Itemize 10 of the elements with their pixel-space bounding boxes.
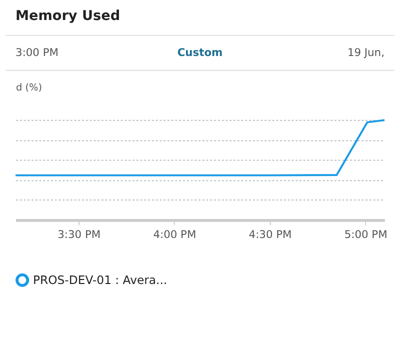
x-tick-label: 5:00 PM bbox=[344, 228, 388, 241]
x-tick-label: 4:00 PM bbox=[153, 228, 196, 241]
x-tick-label: 3:30 PM bbox=[58, 228, 101, 241]
text: 19 Jun, bbox=[347, 46, 384, 59]
y-axis-title: d (%) bbox=[16, 82, 42, 94]
x-tick-label: 4:30 PM bbox=[248, 228, 292, 241]
chart-title: Memory Used bbox=[16, 8, 120, 24]
legend-label: PROS-DEV-01 : Avera... bbox=[33, 272, 168, 287]
text: 3:00 PM bbox=[16, 46, 58, 59]
text: Custom bbox=[177, 46, 223, 59]
